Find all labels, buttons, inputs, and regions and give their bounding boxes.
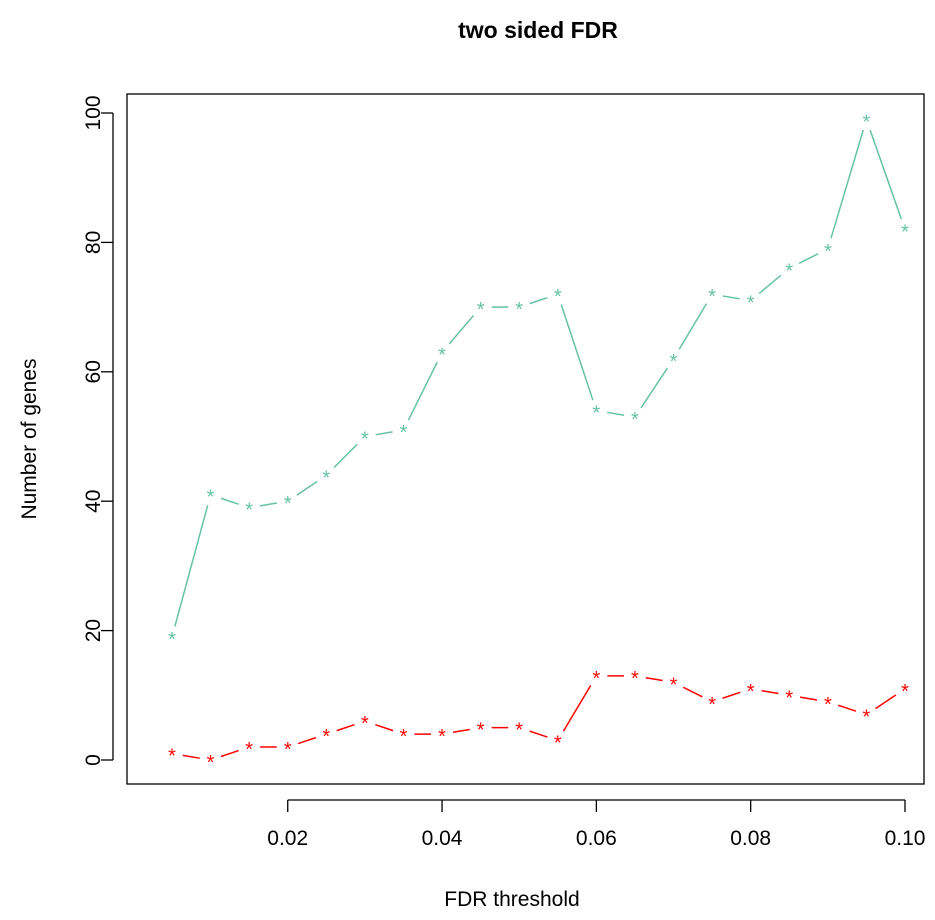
series-2-point: * bbox=[901, 681, 909, 703]
series-1-point: * bbox=[863, 111, 871, 133]
y-axis-label: Number of genes bbox=[18, 358, 41, 519]
series-1-segment bbox=[448, 314, 475, 345]
series-2-segment bbox=[562, 684, 592, 732]
series-1-point: * bbox=[361, 429, 369, 451]
series-2-point: * bbox=[168, 746, 176, 768]
series-2-point: * bbox=[477, 720, 485, 742]
series-1-point: * bbox=[785, 260, 793, 282]
series-1-segment bbox=[869, 129, 903, 220]
series-2-segment bbox=[799, 696, 818, 701]
x-tick-label: 0.06 bbox=[576, 827, 617, 850]
series-2-segment bbox=[761, 689, 779, 695]
series-1-segment bbox=[259, 502, 278, 507]
series-1-segment bbox=[830, 129, 864, 239]
series-2-point: * bbox=[631, 668, 639, 690]
series-2-point: * bbox=[438, 726, 446, 748]
series-2-point: * bbox=[207, 752, 215, 774]
axes-layer: 0.02 0.04 0.06 0.08 0.10 0 20 40 60 80 100 bbox=[82, 95, 925, 850]
series-1-segment bbox=[798, 253, 819, 265]
series-1-point: * bbox=[207, 487, 215, 509]
series-layer: * * * * * * * * * * * * * * * * * * * * * * * * * * * * * * * * * * * * * * * * bbox=[168, 111, 909, 774]
series-1-segment bbox=[607, 411, 625, 417]
series-1-segment bbox=[529, 296, 548, 305]
series-1-point: * bbox=[168, 629, 176, 651]
series-1-point: * bbox=[438, 344, 446, 366]
series-2-point: * bbox=[785, 687, 793, 709]
series-2-point: * bbox=[824, 694, 832, 716]
series-2-segment bbox=[220, 749, 239, 758]
series-2-point: * bbox=[400, 726, 408, 748]
x-axis-label: FDR threshold bbox=[444, 888, 579, 911]
series-2-point: * bbox=[245, 739, 253, 761]
series-2-segment bbox=[645, 676, 663, 682]
series-1-segment bbox=[296, 480, 318, 496]
y-tick-label: 60 bbox=[82, 360, 105, 383]
series-1-point: * bbox=[901, 221, 909, 243]
series-1-point: * bbox=[670, 351, 678, 373]
x-tick-label: 0.02 bbox=[267, 827, 308, 850]
series-1-segment bbox=[407, 361, 438, 421]
x-tick-label: 0.04 bbox=[422, 827, 463, 850]
chart-title: two sided FDR bbox=[458, 17, 618, 43]
series-2-segment bbox=[838, 704, 857, 712]
series-2-point: * bbox=[554, 733, 562, 755]
series-2-point: * bbox=[515, 720, 523, 742]
series-2-point: * bbox=[747, 681, 755, 703]
series-1-segment bbox=[678, 303, 708, 350]
y-tick-label: 0 bbox=[82, 754, 105, 766]
series-2-point: * bbox=[708, 694, 716, 716]
series-1-segment bbox=[560, 304, 594, 401]
plot-frame bbox=[126, 93, 925, 785]
series-2-point: * bbox=[670, 674, 678, 696]
series-1-segment bbox=[174, 505, 209, 627]
series-2-segment bbox=[336, 723, 355, 732]
series-2-segment bbox=[529, 730, 548, 738]
series-1-point: * bbox=[708, 286, 716, 308]
y-tick-label: 80 bbox=[82, 231, 105, 254]
series-1-point: * bbox=[592, 403, 600, 425]
series-1-segment bbox=[640, 367, 669, 409]
series-2-segment bbox=[722, 691, 741, 699]
series-2-segment bbox=[182, 754, 200, 759]
series-2-segment bbox=[875, 694, 897, 710]
x-tick-label: 0.10 bbox=[885, 827, 926, 850]
y-tick-label: 40 bbox=[82, 490, 105, 513]
series-1-point: * bbox=[824, 241, 832, 263]
series-1-segment bbox=[722, 295, 740, 300]
series-1-segment bbox=[758, 274, 782, 295]
series-2-point: * bbox=[322, 726, 330, 748]
series-1-point: * bbox=[322, 467, 330, 489]
series-2-segment bbox=[683, 686, 703, 698]
series-2-point: * bbox=[592, 668, 600, 690]
series-1: * * * * * * * * * * * * * * * * * * * * bbox=[168, 111, 909, 651]
y-tick-label: 100 bbox=[82, 95, 105, 130]
x-tick-label: 0.08 bbox=[730, 827, 771, 850]
series-2-segment bbox=[452, 728, 470, 734]
series-1-segment bbox=[220, 497, 239, 505]
series-1-point: * bbox=[554, 286, 562, 308]
series-1-point: * bbox=[477, 299, 485, 321]
series-2-point: * bbox=[361, 713, 369, 735]
series-1-point: * bbox=[515, 299, 523, 321]
series-1-point: * bbox=[631, 409, 639, 431]
series-2-segment bbox=[297, 736, 317, 745]
y-tick-label: 20 bbox=[82, 619, 105, 642]
series-1-point: * bbox=[400, 422, 408, 444]
series-2-point: * bbox=[863, 707, 871, 729]
series-1-segment bbox=[375, 431, 393, 436]
series-1-segment bbox=[333, 443, 358, 469]
series-1-point: * bbox=[284, 493, 292, 515]
series-1-point: * bbox=[747, 293, 755, 315]
series-2: * * * * * * * * * * * * * * * * * * * * bbox=[168, 668, 909, 774]
series-2-segment bbox=[375, 723, 394, 732]
series-1-point: * bbox=[245, 500, 253, 522]
series-2-point: * bbox=[284, 739, 292, 761]
